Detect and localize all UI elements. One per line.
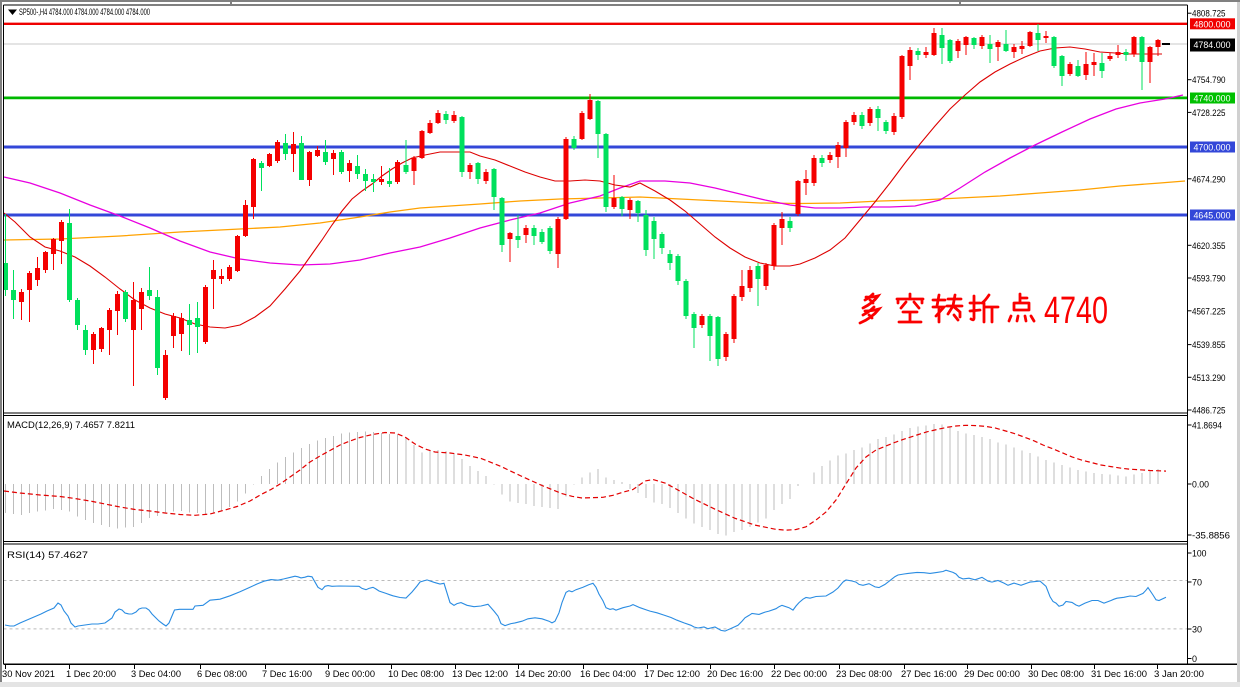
svg-text:22 Dec 00:00: 22 Dec 00:00: [771, 669, 827, 680]
svg-text:30 Nov 2021: 30 Nov 2021: [2, 669, 55, 680]
svg-text:13 Dec 12:00: 13 Dec 12:00: [452, 669, 508, 680]
svg-text:0: 0: [1192, 654, 1197, 665]
svg-text:6 Dec 08:00: 6 Dec 08:00: [197, 669, 247, 680]
svg-text:RSI(14) 57.4627: RSI(14) 57.4627: [7, 550, 88, 561]
svg-text:10 Dec 08:00: 10 Dec 08:00: [388, 669, 444, 680]
svg-text:3 Jan 20:00: 3 Jan 20:00: [1154, 669, 1204, 680]
svg-text:31 Dec 16:00: 31 Dec 16:00: [1091, 669, 1147, 680]
svg-text:70: 70: [1192, 578, 1202, 589]
svg-text:4593.790: 4593.790: [1192, 274, 1226, 285]
svg-text:4620.355: 4620.355: [1192, 241, 1226, 252]
svg-text:4728.225: 4728.225: [1192, 108, 1226, 119]
svg-text:0.00: 0.00: [1192, 480, 1209, 491]
svg-text:3 Dec 04:00: 3 Dec 04:00: [131, 669, 181, 680]
svg-text:29 Dec 00:00: 29 Dec 00:00: [964, 669, 1020, 680]
svg-text:30: 30: [1192, 625, 1202, 636]
svg-text:4539.855: 4539.855: [1192, 340, 1226, 351]
svg-text:4567.225: 4567.225: [1192, 306, 1226, 317]
svg-text:4645.000: 4645.000: [1194, 211, 1231, 222]
svg-text:23 Dec 08:00: 23 Dec 08:00: [836, 669, 892, 680]
svg-text:4754.790: 4754.790: [1192, 75, 1226, 86]
svg-text:14 Dec 20:00: 14 Dec 20:00: [515, 669, 571, 680]
svg-text:16 Dec 04:00: 16 Dec 04:00: [580, 669, 636, 680]
svg-text:4800.000: 4800.000: [1194, 19, 1231, 30]
svg-text:4486.725: 4486.725: [1192, 406, 1226, 417]
svg-text:4740.000: 4740.000: [1194, 94, 1231, 105]
svg-text:17 Dec 12:00: 17 Dec 12:00: [644, 669, 700, 680]
svg-text:MACD(12,26,9) 7.4657 7.8211: MACD(12,26,9) 7.4657 7.8211: [7, 420, 135, 431]
svg-text:7 Dec 16:00: 7 Dec 16:00: [262, 669, 312, 680]
svg-text:4674.290: 4674.290: [1192, 174, 1226, 185]
svg-text:100: 100: [1192, 549, 1207, 560]
svg-text:4700.000: 4700.000: [1194, 143, 1231, 154]
svg-text:4513.290: 4513.290: [1192, 373, 1226, 384]
svg-text:-35.8856: -35.8856: [1192, 531, 1230, 542]
svg-text:9 Dec 00:00: 9 Dec 00:00: [325, 669, 375, 680]
svg-text:4740: 4740: [1044, 290, 1108, 332]
svg-text:SP500-,H4 4784.000 4784.000 4: SP500-,H4 4784.000 4784.000 4784.000 478…: [19, 7, 150, 18]
svg-text:1 Dec 20:00: 1 Dec 20:00: [66, 669, 116, 680]
svg-text:4784.000: 4784.000: [1194, 40, 1231, 51]
svg-text:30 Dec 08:00: 30 Dec 08:00: [1028, 669, 1084, 680]
svg-text:4808.725: 4808.725: [1192, 9, 1226, 20]
svg-text:41.8694: 41.8694: [1192, 421, 1222, 432]
svg-text:20 Dec 16:00: 20 Dec 16:00: [707, 669, 763, 680]
svg-text:27 Dec 16:00: 27 Dec 16:00: [901, 669, 957, 680]
